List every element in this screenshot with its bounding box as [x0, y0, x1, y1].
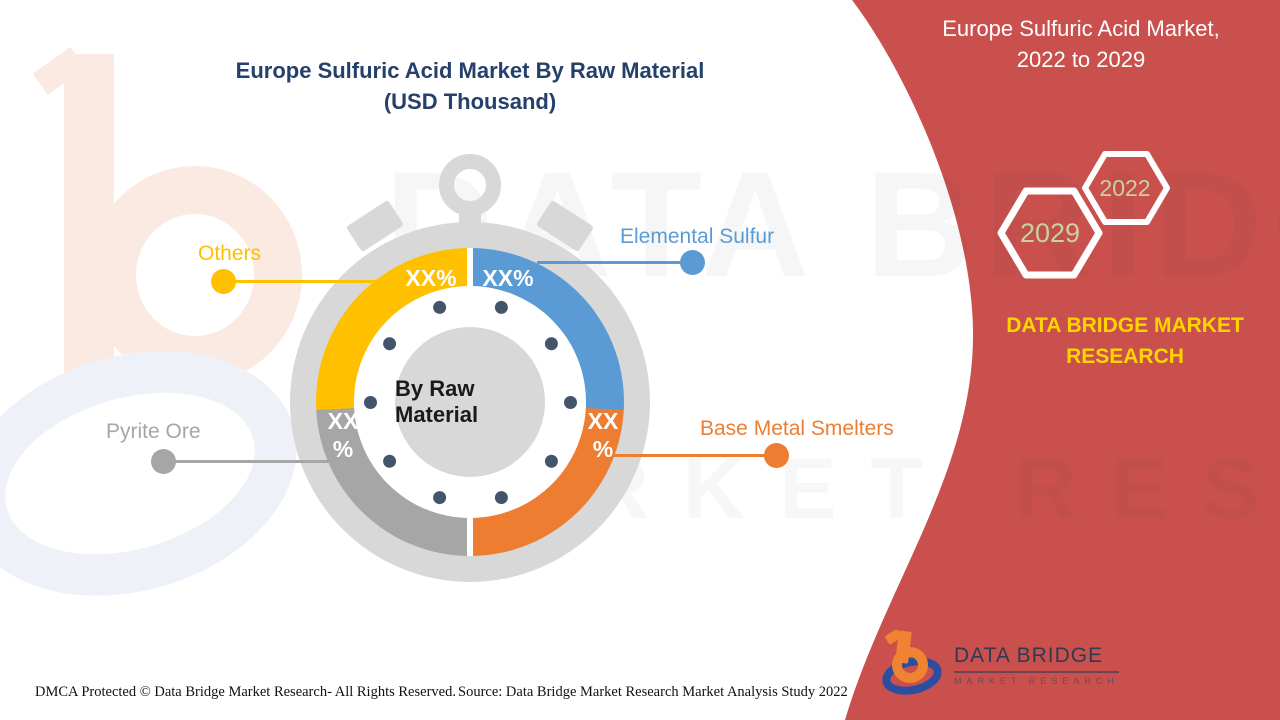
- donut-center: By Raw Material: [395, 327, 545, 477]
- callout-line-others: [233, 280, 378, 283]
- value-label-base-metal: XX %: [582, 407, 624, 463]
- banner-brand-text: DATA BRIDGE MARKET RESEARCH: [958, 310, 1280, 372]
- hexagon-2029: [997, 187, 1103, 279]
- callout-label-others: Others: [198, 242, 262, 265]
- segment-divider-bottom: [467, 517, 473, 556]
- value-label-basemetal-xx: XX: [587, 408, 619, 434]
- callout-line-pyrite-ore: [173, 460, 333, 463]
- databridge-logo-icon: [882, 630, 942, 695]
- donut-center-label: By Raw Material: [395, 376, 479, 427]
- callout-dot-others: [211, 269, 236, 294]
- banner-title-line1: Europe Sulfuric Acid Market,: [942, 16, 1220, 41]
- chart-title-line1: Europe Sulfuric Acid Market By Raw Mater…: [235, 58, 705, 83]
- callout-line-base-metal-smelters: [610, 454, 768, 457]
- banner-title: Europe Sulfuric Acid Market, 2022 to 202…: [900, 13, 1262, 75]
- tick-dot: [563, 395, 577, 409]
- banner-brand-line2: RESEARCH: [1066, 345, 1184, 368]
- callout-line-elemental-sulfur: [537, 261, 685, 264]
- callout-dot-base-metal-smelters: [764, 443, 789, 468]
- value-label-pyrite-pct: %: [332, 436, 354, 462]
- chart-title: Europe Sulfuric Acid Market By Raw Mater…: [160, 55, 780, 117]
- value-label-others: XX%: [405, 265, 457, 291]
- dmca-notice: DMCA Protected © Data Bridge Market Rese…: [35, 684, 456, 700]
- hexagon-year-2022: 2022: [1099, 175, 1151, 201]
- value-label-basemetal-pct: %: [592, 436, 614, 462]
- hexagon-year-2029: 2029: [1019, 218, 1081, 248]
- databridge-logo: DATA BRIDGE MARKET RESEARCH: [880, 630, 1140, 696]
- callout-label-elemental-sulfur: Elemental Sulfur: [620, 225, 775, 248]
- value-label-pyrite-xx: XX: [327, 408, 359, 434]
- banner-title-line2: 2022 to 2029: [1016, 47, 1146, 72]
- callout-dot-elemental-sulfur: [680, 250, 705, 275]
- value-label-pyrite-ore: XX %: [322, 407, 364, 463]
- databridge-logo-subtitle: MARKET RESEARCH: [954, 676, 1119, 686]
- databridge-logo-name: DATA BRIDGE: [954, 644, 1119, 673]
- hexagon-2022: [1082, 151, 1170, 225]
- callout-label-base-metal-smelters: Base Metal Smelters: [700, 417, 894, 440]
- tick-dot: [363, 395, 377, 409]
- chart-title-line2: (USD Thousand): [383, 89, 557, 114]
- callout-dot-pyrite-ore: [151, 449, 176, 474]
- banner-brand-line1: DATA BRIDGE MARKET: [1006, 314, 1244, 337]
- segment-divider-top: [467, 248, 473, 287]
- source-note: Source: Data Bridge Market Research Mark…: [458, 684, 848, 700]
- value-label-elemental-sulfur: XX%: [482, 265, 534, 291]
- databridge-logo-text: DATA BRIDGE MARKET RESEARCH: [954, 644, 1119, 686]
- callout-label-pyrite-ore: Pyrite Ore: [106, 420, 201, 443]
